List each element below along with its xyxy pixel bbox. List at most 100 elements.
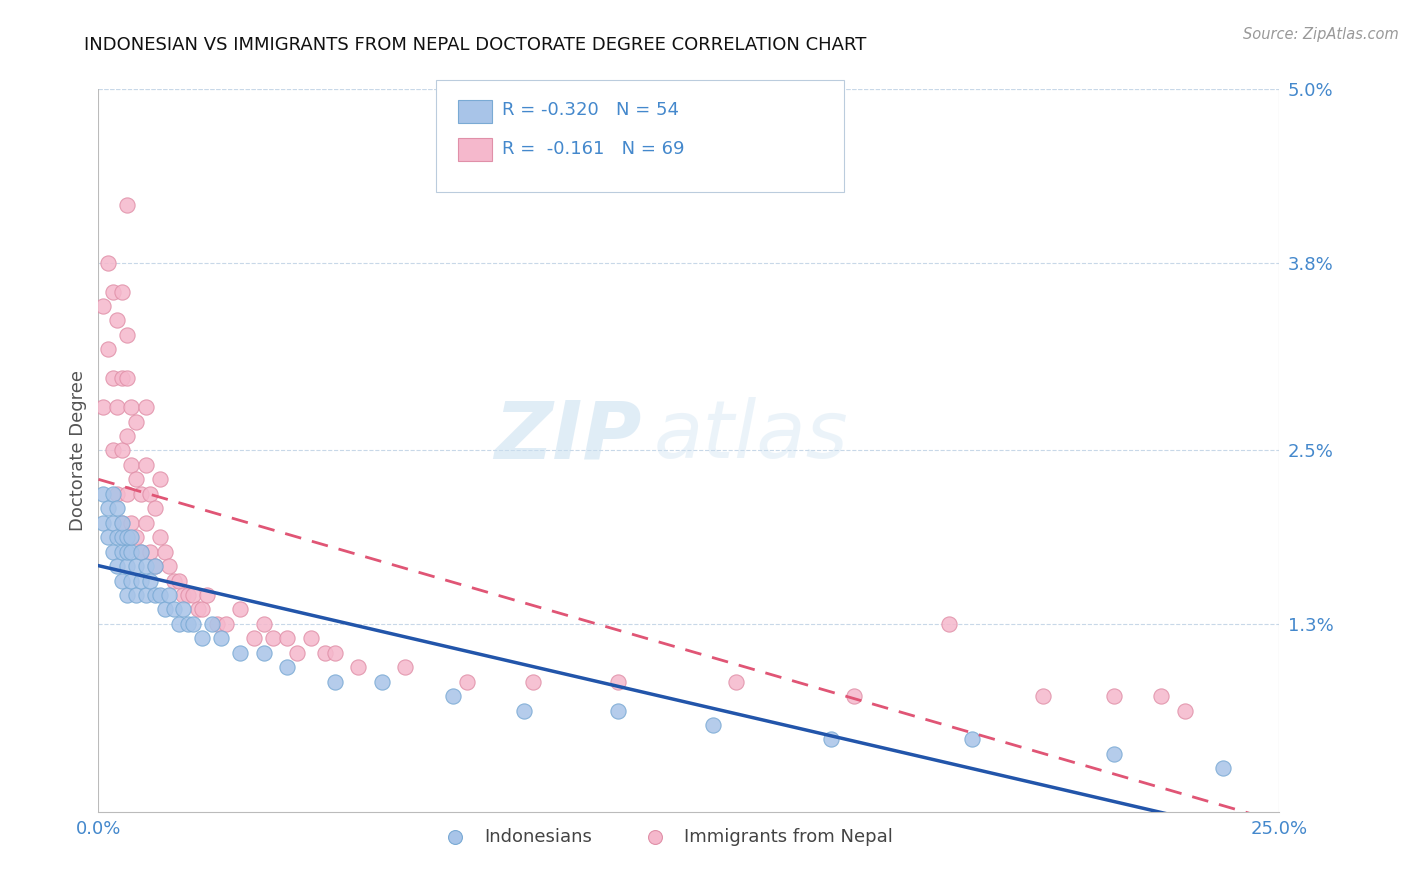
Point — [172, 588, 194, 602]
Point — [187, 602, 209, 616]
Point — [121, 530, 143, 544]
Point — [1150, 689, 1173, 703]
Point — [111, 544, 134, 558]
Point — [285, 646, 308, 660]
Point — [101, 544, 124, 558]
Point — [143, 501, 166, 516]
Point — [101, 371, 124, 385]
Point — [111, 516, 134, 530]
Text: atlas: atlas — [654, 397, 848, 475]
Point — [139, 544, 162, 558]
Point — [253, 616, 276, 631]
Point — [121, 400, 143, 414]
Point — [163, 574, 186, 588]
Point — [191, 632, 214, 646]
Point — [276, 660, 298, 674]
Point — [323, 646, 346, 660]
Point — [201, 616, 224, 631]
Point — [1032, 689, 1054, 703]
Point — [111, 285, 134, 299]
Point — [125, 472, 148, 486]
Point — [163, 602, 186, 616]
Legend: Indonesians, Immigrants from Nepal: Indonesians, Immigrants from Nepal — [430, 821, 900, 854]
Point — [607, 704, 630, 718]
Point — [181, 616, 204, 631]
Point — [91, 299, 114, 313]
Point — [149, 588, 172, 602]
Point — [101, 487, 124, 501]
Point — [191, 602, 214, 616]
Point — [111, 574, 134, 588]
Point — [129, 544, 152, 558]
Point — [105, 400, 128, 414]
Text: R =  -0.161   N = 69: R = -0.161 N = 69 — [502, 140, 685, 158]
Point — [97, 530, 120, 544]
Point — [115, 530, 138, 544]
Point — [215, 616, 238, 631]
Point — [262, 632, 284, 646]
Point — [725, 674, 748, 689]
Point — [229, 646, 252, 660]
Point — [347, 660, 370, 674]
Point — [1102, 747, 1125, 761]
Point — [105, 530, 128, 544]
Point — [115, 429, 138, 443]
Point — [195, 588, 218, 602]
Point — [276, 632, 298, 646]
Point — [299, 632, 322, 646]
Point — [962, 732, 984, 747]
Point — [1174, 704, 1197, 718]
Point — [441, 689, 464, 703]
Point — [314, 646, 336, 660]
Point — [139, 487, 162, 501]
Point — [111, 530, 134, 544]
Point — [209, 632, 232, 646]
Point — [105, 501, 128, 516]
Point — [522, 674, 544, 689]
Point — [243, 632, 266, 646]
Point — [125, 415, 148, 429]
Point — [121, 458, 143, 472]
Point — [157, 588, 180, 602]
Point — [121, 516, 143, 530]
Point — [101, 516, 124, 530]
Text: Source: ZipAtlas.com: Source: ZipAtlas.com — [1243, 27, 1399, 42]
Point — [253, 646, 276, 660]
Point — [153, 544, 176, 558]
Point — [456, 674, 478, 689]
Point — [323, 674, 346, 689]
Point — [149, 530, 172, 544]
Point — [91, 400, 114, 414]
Point — [1212, 761, 1234, 775]
Point — [229, 602, 252, 616]
Point — [167, 616, 190, 631]
Point — [394, 660, 416, 674]
Point — [143, 588, 166, 602]
Point — [177, 588, 200, 602]
Point — [205, 616, 228, 631]
Point — [115, 544, 138, 558]
Point — [115, 588, 138, 602]
Y-axis label: Doctorate Degree: Doctorate Degree — [69, 370, 87, 531]
Point — [125, 530, 148, 544]
Point — [121, 574, 143, 588]
Text: R = -0.320   N = 54: R = -0.320 N = 54 — [502, 101, 679, 119]
Point — [125, 588, 148, 602]
Point — [97, 501, 120, 516]
Point — [820, 732, 842, 747]
Point — [167, 574, 190, 588]
Point — [115, 198, 138, 212]
Point — [153, 602, 176, 616]
Point — [172, 602, 194, 616]
Point — [135, 458, 157, 472]
Point — [135, 516, 157, 530]
Point — [91, 516, 114, 530]
Point — [91, 487, 114, 501]
Text: ZIP: ZIP — [495, 397, 641, 475]
Point — [149, 472, 172, 486]
Point — [938, 616, 960, 631]
Point — [1102, 689, 1125, 703]
Point — [371, 674, 394, 689]
Point — [115, 559, 138, 574]
Point — [111, 371, 134, 385]
